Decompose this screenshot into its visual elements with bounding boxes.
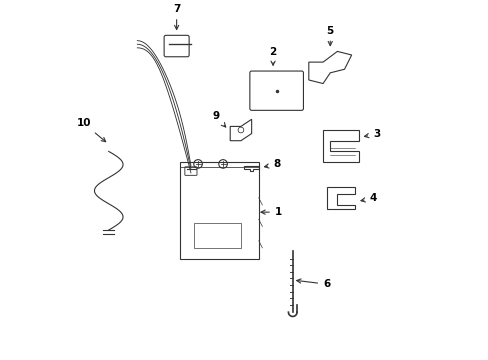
Text: 1: 1 (261, 207, 282, 217)
Text: 5: 5 (326, 26, 333, 46)
Text: 9: 9 (212, 111, 225, 127)
Text: 10: 10 (76, 118, 105, 142)
Text: 4: 4 (360, 193, 376, 203)
Text: 7: 7 (173, 4, 180, 30)
Text: 3: 3 (364, 129, 380, 139)
Text: 2: 2 (269, 47, 276, 65)
Text: 6: 6 (296, 279, 330, 289)
Text: 8: 8 (264, 159, 280, 170)
